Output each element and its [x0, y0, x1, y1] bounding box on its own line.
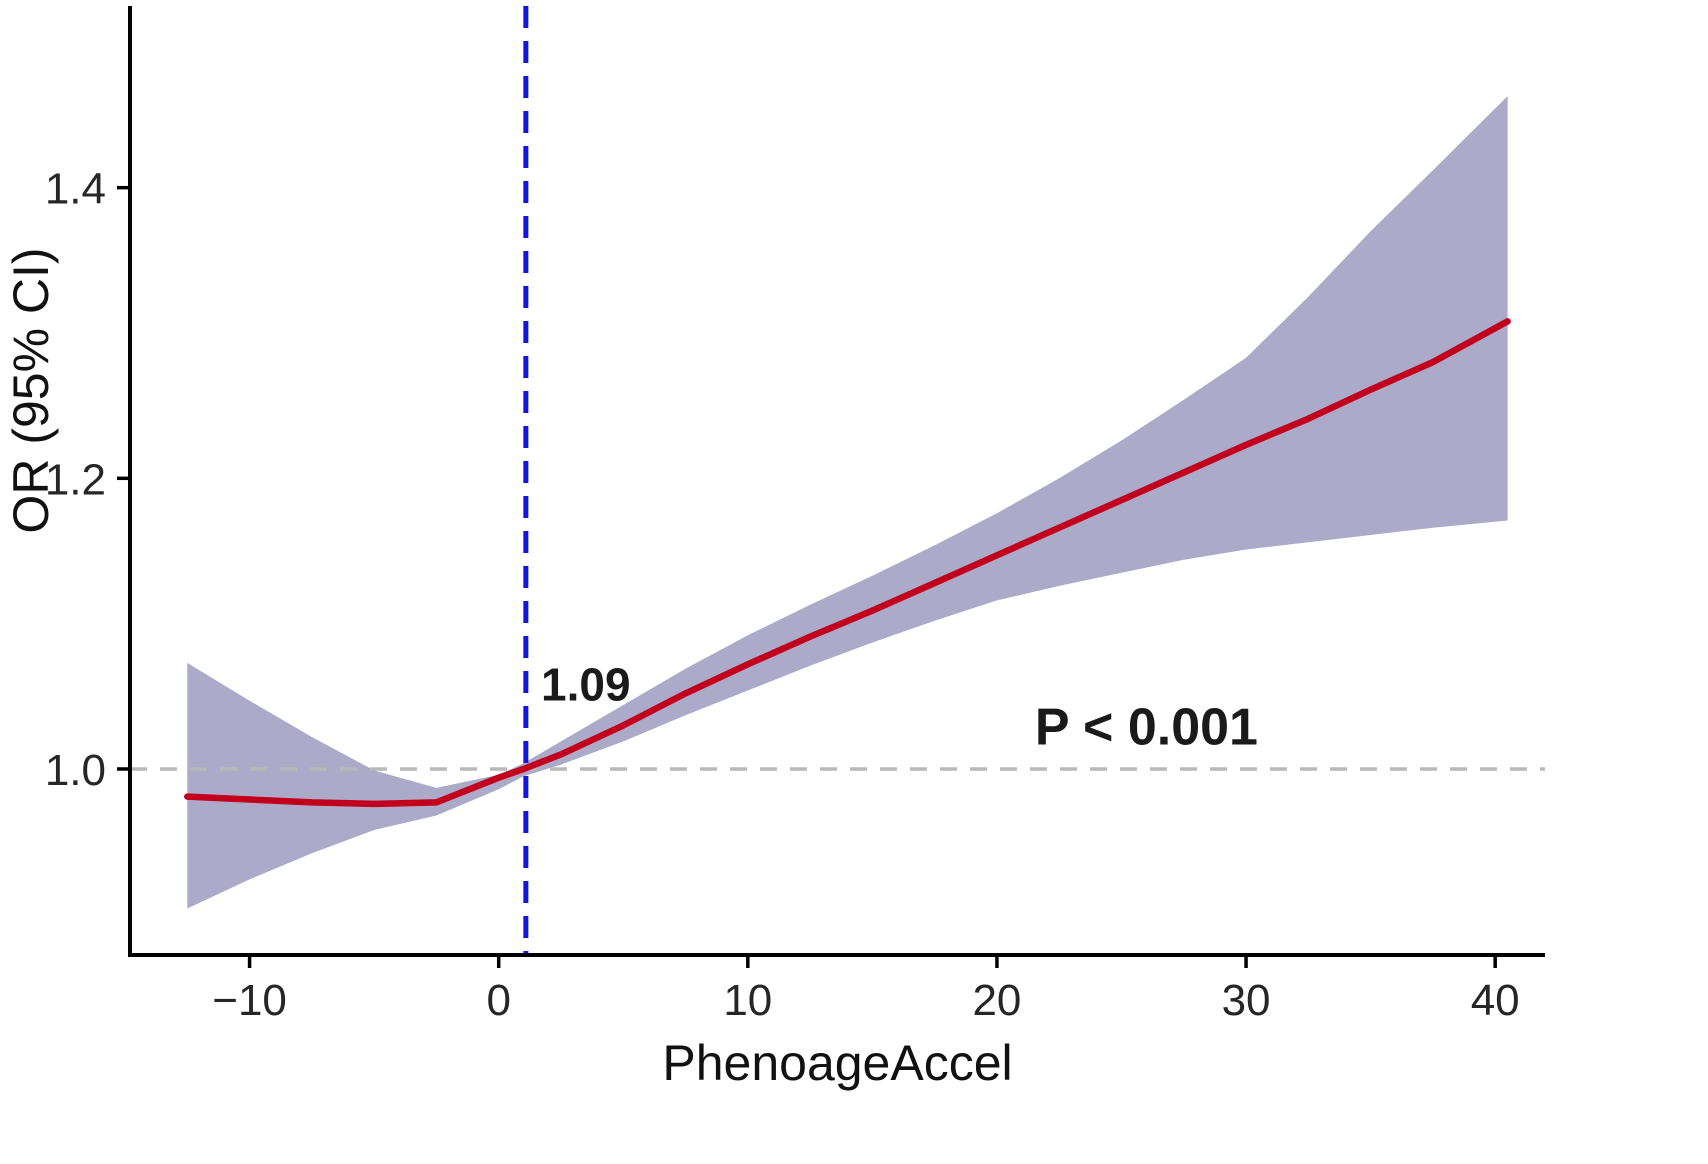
plot-area [130, 6, 1545, 955]
y-tick-label: 1.0 [45, 746, 106, 795]
x-tick-label: 20 [972, 976, 1021, 1025]
or-curve [184, 318, 1511, 808]
y-axis-title: OR (95% CI) [3, 247, 59, 533]
p-value-annotation: P < 0.001 [1035, 698, 1258, 756]
confidence-band [187, 96, 1508, 909]
y-tick-label: 1.4 [45, 165, 106, 214]
annotations: 1.09 P < 0.001 [541, 659, 1258, 757]
y-ticks: 1.0 1.2 1.4 [45, 165, 130, 795]
y-tick-label: 1.2 [45, 455, 106, 504]
x-tick-label: 0 [486, 976, 510, 1025]
x-tick-label: −10 [212, 976, 287, 1025]
x-tick-label: 30 [1222, 976, 1271, 1025]
cutoff-value-annotation: 1.09 [541, 659, 631, 711]
x-tick-label: 40 [1471, 976, 1520, 1025]
x-axis: −10 0 10 20 30 40 PhenoageAccel [128, 953, 1545, 1091]
x-axis-title: PhenoageAccel [662, 1035, 1012, 1091]
x-ticks: −10 0 10 20 30 40 [212, 955, 1520, 1025]
y-axis: 1.0 1.2 1.4 OR (95% CI) [3, 6, 132, 957]
x-tick-label: 10 [723, 976, 772, 1025]
